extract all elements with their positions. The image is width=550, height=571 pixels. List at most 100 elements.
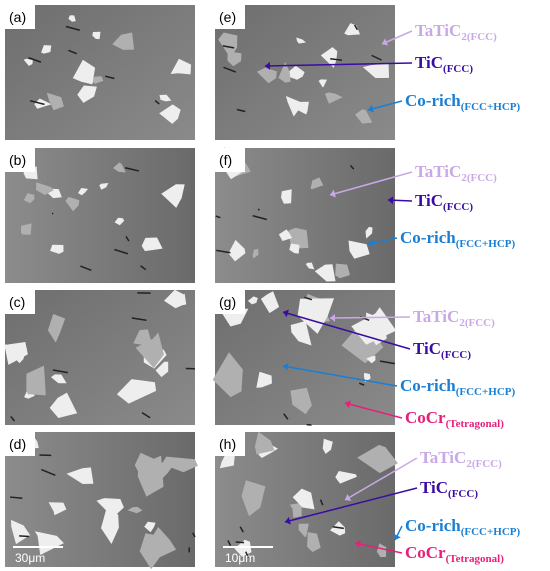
phase-structure: (FCC) <box>443 201 473 213</box>
phase-grain <box>92 76 104 84</box>
label-box <box>215 432 245 456</box>
dark-crack <box>29 99 45 106</box>
dark-crack <box>65 25 80 31</box>
phase-grain <box>114 217 125 226</box>
phase-name: Co-rich <box>405 91 461 110</box>
phase-grain <box>252 248 259 259</box>
dark-crack <box>52 369 68 374</box>
phase-grain <box>4 342 28 365</box>
dark-crack <box>379 360 395 365</box>
dark-crack <box>330 58 343 62</box>
phase-name: Co-rich <box>405 516 461 535</box>
phase-grain <box>26 365 46 396</box>
phase-grain <box>141 237 163 252</box>
phase-grain <box>137 455 164 497</box>
annotation-arrow <box>264 62 413 67</box>
phase-grain <box>296 37 306 44</box>
phase-grain <box>320 47 338 68</box>
phase-grain <box>11 519 31 545</box>
phase-grain <box>116 379 157 404</box>
dark-crack <box>125 236 130 242</box>
phase-name: Co-rich <box>400 228 456 247</box>
dark-crack <box>227 540 232 547</box>
dark-crack <box>19 535 30 538</box>
phase-annotation: CoCr(Tetragonal) <box>405 543 504 565</box>
phase-grain <box>135 332 164 369</box>
dark-crack <box>257 208 260 211</box>
phase-annotation: TiC(FCC) <box>413 339 471 361</box>
phase-grain <box>48 502 67 516</box>
phase-grain <box>227 51 242 67</box>
phase-grain <box>68 15 76 22</box>
arrow-head <box>285 516 291 525</box>
phase-grain <box>278 229 293 241</box>
phase-annotation: TaTiC2(FCC) <box>413 307 495 329</box>
label-box <box>215 5 245 29</box>
phase-name: Co-rich <box>400 376 456 395</box>
micrograph-panel: (a) <box>5 5 195 140</box>
arrow-head <box>345 494 352 501</box>
phase-grain <box>92 31 101 40</box>
phase-name: TaTiC <box>415 162 461 181</box>
phase-annotation: TaTiC2(FCC) <box>420 448 502 470</box>
phase-grain <box>127 506 143 514</box>
phase-name: TiC <box>415 191 443 210</box>
phase-annotation: TiC(FCC) <box>415 53 473 75</box>
phase-grain <box>322 438 333 454</box>
phase-grain <box>348 240 370 259</box>
phase-annotation: TiC(FCC) <box>415 191 473 213</box>
label-box <box>5 290 35 314</box>
phase-grain <box>99 183 109 190</box>
phase-grain <box>289 502 302 518</box>
phase-grain <box>144 521 156 533</box>
label-box <box>215 290 245 314</box>
phase-name: TaTiC <box>413 307 459 326</box>
phase-name: TaTiC <box>415 21 461 40</box>
phase-grain <box>289 243 300 254</box>
phase-annotation: TaTiC2(FCC) <box>415 21 497 43</box>
panel-label: (c) <box>9 294 25 310</box>
dark-crack <box>252 214 267 221</box>
arrow-head <box>382 38 389 46</box>
scale-bar-label: 10μm <box>225 551 255 565</box>
panel-label: (a) <box>9 9 26 25</box>
dark-crack <box>239 526 244 533</box>
dark-crack <box>358 382 365 386</box>
phase-grain <box>159 104 181 124</box>
phase-grain <box>298 523 309 537</box>
phase-grain <box>72 59 96 85</box>
phase-grain <box>96 498 124 518</box>
phase-grain <box>50 244 64 254</box>
phase-name: TiC <box>413 339 441 358</box>
label-box <box>5 432 35 456</box>
phase-structure: (FCC) <box>441 349 471 361</box>
phase-grain <box>330 521 346 536</box>
phase-structure: 2(FCC) <box>466 458 502 470</box>
annotation-arrow <box>367 100 403 111</box>
dark-crack <box>125 167 140 172</box>
dark-crack <box>216 249 231 254</box>
annotation-arrow <box>344 402 403 419</box>
dark-crack <box>236 108 246 113</box>
phase-grain <box>285 96 304 117</box>
phase-annotation: TiC(FCC) <box>420 478 478 500</box>
panel-label: (b) <box>9 152 26 168</box>
phase-grain <box>335 471 357 484</box>
phase-grain <box>212 352 243 398</box>
annotation-arrow <box>282 311 411 350</box>
dark-crack <box>223 66 237 73</box>
dark-crack <box>222 45 235 49</box>
phase-structure: 2(FCC) <box>459 317 495 329</box>
phase-grain <box>161 456 198 473</box>
annotation-arrow <box>282 365 398 387</box>
dark-crack <box>28 56 42 63</box>
dark-crack <box>10 496 23 499</box>
label-box <box>5 5 35 29</box>
phase-grain <box>77 85 97 103</box>
dark-crack <box>191 532 196 538</box>
phase-grain <box>256 67 277 84</box>
annotation-arrow <box>284 487 418 523</box>
dark-crack <box>283 413 289 420</box>
micrograph-image <box>5 5 195 140</box>
phase-structure: (FCC+HCP) <box>456 386 516 398</box>
